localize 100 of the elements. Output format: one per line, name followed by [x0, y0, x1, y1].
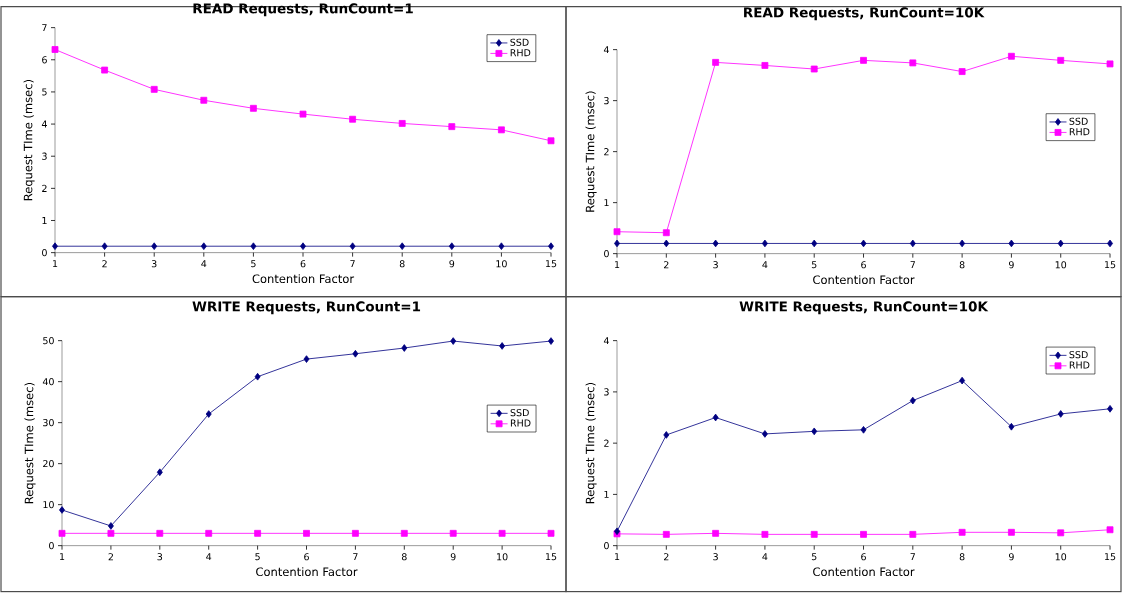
x-axis-title: Contention Factor	[252, 274, 355, 284]
point	[205, 410, 212, 418]
y-tick-label: 5	[42, 88, 47, 96]
point	[909, 239, 916, 248]
y-tick-label: 3	[42, 152, 47, 160]
x-tick-label: 15	[1105, 261, 1116, 269]
point	[349, 116, 357, 123]
y-tick-label: 4	[603, 337, 609, 345]
point	[860, 57, 867, 64]
y-tick-label: 1	[604, 199, 609, 207]
legend-label: RHD	[1069, 128, 1090, 136]
y-axis-title: Request TIme (msec)	[585, 383, 597, 504]
point	[958, 529, 966, 536]
x-tick-label: 3	[713, 261, 718, 269]
x-axis-title: Contention Factor	[813, 567, 915, 577]
point	[399, 242, 406, 251]
point	[352, 350, 359, 358]
y-tick-label: 1	[604, 491, 609, 499]
y-axis-title: Request TIme (msec)	[585, 91, 597, 212]
x-tick-label: 1	[615, 261, 620, 269]
chart-title: WRITE Requests, RunCount=1	[192, 301, 421, 315]
y-tick-label: 2	[604, 148, 609, 156]
point	[254, 373, 261, 381]
legend-label: RHD	[1069, 361, 1090, 369]
point	[761, 239, 768, 248]
point	[101, 242, 108, 251]
x-tick-label: 7	[350, 260, 355, 268]
legend-label: RHD	[510, 49, 531, 57]
point	[811, 427, 818, 436]
legend-label: SSD	[510, 38, 529, 47]
legend-label: SSD	[1069, 117, 1088, 126]
x-tick-label: 5	[255, 553, 260, 561]
point	[498, 126, 505, 134]
point	[810, 65, 818, 73]
x-axis-title: Contention Factor	[256, 567, 358, 577]
point	[450, 337, 457, 346]
point	[401, 344, 408, 352]
point	[303, 355, 310, 364]
y-tick-label: 6	[42, 56, 47, 64]
point	[1057, 57, 1065, 64]
point	[860, 426, 867, 434]
y-tick-label: 2	[42, 185, 47, 193]
point	[959, 239, 966, 248]
point	[448, 242, 455, 251]
point	[151, 242, 158, 251]
point	[909, 396, 916, 405]
y-tick-label: 0	[49, 542, 54, 550]
x-tick-label: 4	[762, 553, 768, 561]
point	[498, 242, 505, 251]
legend-label: SSD	[510, 409, 529, 417]
y-tick-label: 4	[41, 120, 47, 128]
point	[1008, 529, 1015, 536]
y-tick-label: 4	[603, 46, 609, 54]
point	[613, 228, 621, 236]
point	[1057, 410, 1064, 418]
x-tick-label: 9	[450, 553, 456, 561]
point	[909, 59, 917, 67]
point	[860, 239, 867, 248]
point	[150, 86, 158, 93]
point	[1008, 423, 1015, 431]
y-tick-label: 10	[43, 501, 54, 509]
point	[250, 105, 257, 112]
x-tick-label: 7	[910, 553, 916, 561]
x-tick-label: 5	[251, 260, 256, 268]
x-tick-label: 3	[157, 553, 163, 561]
point	[662, 531, 670, 538]
y-tick-label: 40	[42, 378, 54, 386]
point	[499, 342, 506, 350]
point	[250, 242, 257, 251]
x-tick-label: 6	[861, 553, 866, 561]
chart-title: READ Requests, RunCount=10K	[744, 7, 985, 21]
x-tick-label: 10	[1055, 553, 1067, 561]
x-tick-label: 6	[300, 260, 306, 268]
point	[1008, 53, 1015, 60]
point	[400, 530, 408, 537]
legend-label: SSD	[1069, 351, 1088, 359]
x-tick-label: 5	[811, 261, 817, 269]
y-axis-title: Request TIme (msec)	[23, 80, 35, 201]
x-tick-label: 10	[496, 260, 507, 268]
point	[1057, 239, 1064, 248]
point	[712, 530, 720, 537]
point	[663, 431, 670, 439]
point	[547, 137, 555, 145]
x-tick-label: 6	[861, 261, 866, 269]
x-tick-label: 9	[449, 260, 455, 268]
x-tick-label: 10	[1055, 261, 1067, 269]
x-axis-title: Contention Factor	[813, 275, 915, 285]
point	[349, 242, 356, 251]
x-tick-label: 10	[497, 553, 508, 561]
x-tick-label: 4	[201, 260, 207, 268]
point	[101, 66, 109, 74]
x-tick-label: 2	[663, 261, 669, 269]
x-tick-label: 4	[206, 553, 212, 561]
point	[205, 530, 213, 537]
point	[909, 531, 917, 538]
x-tick-label: 15	[546, 260, 557, 268]
point	[58, 530, 66, 537]
y-tick-label: 20	[43, 460, 54, 468]
point	[1107, 405, 1113, 413]
point	[107, 522, 114, 530]
